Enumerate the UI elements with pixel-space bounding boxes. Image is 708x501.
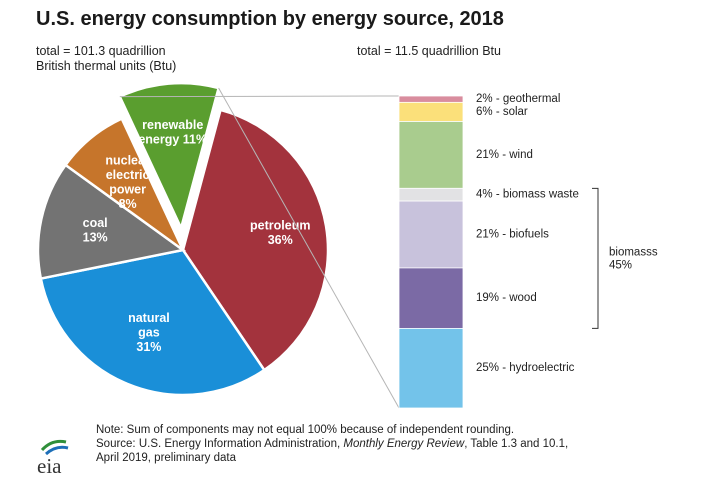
total-consumption-line1: total = 101.3 quadrillion <box>36 44 166 58</box>
pie-slice-natural-gas <box>39 248 267 397</box>
pie-label-nuclear-electric-power-3: 8% <box>119 197 137 211</box>
pie-label-natural-gas-2: 31% <box>136 340 161 354</box>
pie-slice-renewable-energy <box>118 81 221 232</box>
pie-label-petroleum-0: petroleum <box>250 219 310 233</box>
pie-label-coal-1: 13% <box>83 230 108 244</box>
pie-label-nuclear-electric-power-0: nuclear <box>105 153 150 167</box>
pie-label-coal-0: coal <box>83 216 108 230</box>
pie-label-natural-gas-0: natural <box>128 311 170 325</box>
pie-slice-petroleum <box>181 108 330 372</box>
renewable-total-label: total = 11.5 quadrillion Btu <box>357 44 501 58</box>
pie-label-renewable-energy-1: energy 11% <box>138 132 207 146</box>
bar-label-biofuels: 21% - biofuels <box>476 229 549 241</box>
total-consumption-line2: British thermal units (Btu) <box>36 59 177 73</box>
bar-segment-biofuels <box>398 200 464 269</box>
connector-top <box>119 95 400 98</box>
chart-title: U.S. energy consumption by energy source… <box>36 8 504 30</box>
bar-segment-geothermal <box>398 95 464 103</box>
connector-bottom <box>218 87 400 409</box>
source-publication: Monthly Energy Review <box>343 438 465 450</box>
pie-slice-coal <box>36 163 187 281</box>
bar-label-solar: 6% - solar <box>476 106 528 118</box>
rounding-note: Note: Sum of components may not equal 10… <box>96 424 515 436</box>
pie-label-renewable-energy-0: renewable <box>142 118 203 132</box>
eia-logo: eia <box>37 439 69 477</box>
bar-label-geothermal: 2% - geothermal <box>476 93 560 105</box>
bar-segment-biomass-waste <box>398 187 464 202</box>
pie-label-petroleum-1: 36% <box>268 233 293 247</box>
pie-label-natural-gas-1: gas <box>138 325 160 339</box>
bar-label-hydroelectric: 25% - hydroelectric <box>476 362 575 374</box>
source-line: Source: U.S. Energy Information Administ… <box>96 437 568 451</box>
bar-segment-wind <box>398 121 464 189</box>
bar-label-wind: 21% - wind <box>476 149 533 161</box>
biomass-group-label-1: 45% <box>609 259 632 271</box>
pie-chart: petroleum36%naturalgas31%coal13%nucleare… <box>36 81 330 397</box>
biomass-group-label-0: biomasss <box>609 246 658 258</box>
bar-segment-wood <box>398 267 464 329</box>
bar-label-biomass-waste: 4% - biomass waste <box>476 189 579 201</box>
source-date: April 2019, preliminary data <box>96 452 236 464</box>
chart-notes: Note: Sum of components may not equal 10… <box>96 423 568 465</box>
bar-label-wood: 19% - wood <box>476 292 537 304</box>
bar-segment-hydroelectric <box>398 328 464 409</box>
eia-logo-text: eia <box>37 454 62 477</box>
total-consumption-label: total = 101.3 quadrillion British therma… <box>36 44 176 74</box>
pie-slice-nuclear-electric-power <box>63 116 187 254</box>
footer: eia Note: Sum of components may not equa… <box>36 423 696 483</box>
pie-label-nuclear-electric-power-1: electric <box>106 168 150 182</box>
pie-to-bar-connectors <box>119 87 400 409</box>
source-prefix: Source: U.S. Energy Information Administ… <box>96 438 344 450</box>
biomass-bracket-line <box>592 187 599 329</box>
bar-segment-solar <box>398 101 464 122</box>
pie-label-nuclear-electric-power-2: power <box>109 182 146 196</box>
source-suffix: , Table 1.3 and 10.1, <box>464 438 569 450</box>
